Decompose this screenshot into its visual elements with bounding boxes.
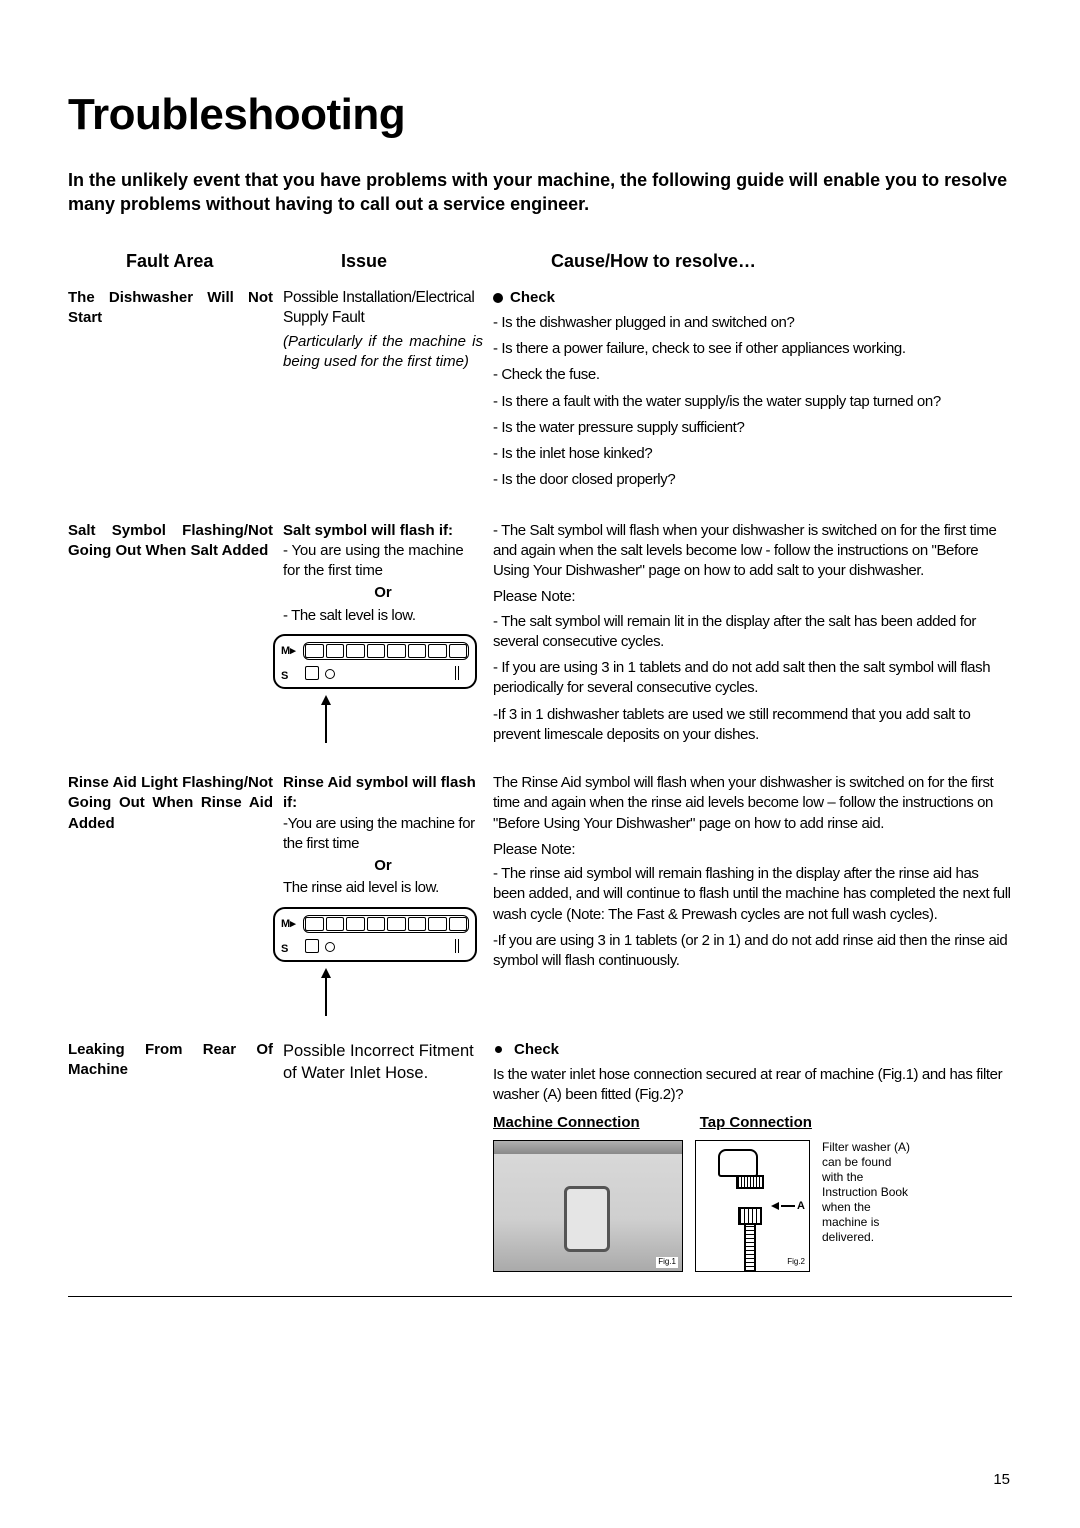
control-panel-diagram: M▸ S bbox=[273, 907, 477, 962]
cause-item: - Is there a fault with the water supply… bbox=[493, 392, 1012, 412]
horizontal-rule bbox=[68, 1296, 1012, 1297]
fault-area-cell: Leaking From Rear Of Machine bbox=[68, 1040, 283, 1081]
cause-item: - Check the fuse. bbox=[493, 365, 1012, 385]
fault-area-cell: The Dishwasher Will Not Start bbox=[68, 288, 283, 329]
cause-item: - Is the inlet hose kinked? bbox=[493, 444, 1012, 464]
cause-paragraph: - The rinse aid symbol will remain flash… bbox=[493, 864, 1012, 925]
table-row: Salt Symbol Flashing/Not Going Out When … bbox=[68, 521, 1012, 750]
tap-hose-icon bbox=[744, 1225, 756, 1271]
tap-connector-icon bbox=[738, 1207, 762, 1225]
figure-1-machine-connection: Fig.1 bbox=[493, 1140, 683, 1272]
cause-item: - Is there a power failure, check to see… bbox=[493, 339, 1012, 359]
cause-item: - Is the door closed properly? bbox=[493, 470, 1012, 490]
issue-subtitle: Rinse Aid symbol will flash if: bbox=[283, 773, 483, 814]
figure-2-tap-connection: A Fig.2 bbox=[695, 1140, 810, 1272]
panel-lines-icon bbox=[455, 666, 467, 680]
issue-text: Possible Incorrect Fitment of Water Inle… bbox=[283, 1040, 483, 1085]
panel-display-icon bbox=[303, 915, 469, 933]
check-label: Check bbox=[510, 288, 555, 308]
please-note-label: Please Note: bbox=[493, 840, 1012, 860]
control-panel-diagram: M▸ S bbox=[273, 634, 477, 689]
table-row: Rinse Aid Light Flashing/Not Going Out W… bbox=[68, 773, 1012, 1016]
issue-text: - The salt level is low. bbox=[283, 606, 483, 626]
header-fault-area: Fault Area bbox=[126, 251, 341, 272]
panel-m-label: M▸ bbox=[281, 917, 296, 932]
a-pointer: A bbox=[771, 1199, 805, 1214]
issue-cell: Rinse Aid symbol will flash if: -You are… bbox=[283, 773, 493, 1016]
panel-dial-icon bbox=[325, 942, 335, 952]
issue-text: The rinse aid level is low. bbox=[283, 878, 483, 898]
page-number: 15 bbox=[993, 1471, 1010, 1488]
header-issue: Issue bbox=[341, 251, 551, 272]
bullet-dot-icon bbox=[493, 293, 503, 303]
issue-note-italic: (Particularly if the machine is being us… bbox=[283, 332, 483, 373]
header-cause: Cause/How to resolve… bbox=[551, 251, 1012, 272]
table-row: The Dishwasher Will Not Start Possible I… bbox=[68, 288, 1012, 497]
arrow-up-icon bbox=[321, 695, 331, 705]
cause-cell: - The Salt symbol will flash when your d… bbox=[493, 521, 1012, 750]
bullet-dot-icon bbox=[495, 1046, 502, 1053]
panel-m-label: M▸ bbox=[281, 644, 296, 659]
cause-paragraph: The Rinse Aid symbol will flash when you… bbox=[493, 773, 1012, 834]
issue-cell: Possible Installation/Electrical Supply … bbox=[283, 288, 493, 373]
or-label: Or bbox=[283, 856, 483, 876]
arrow-up-icon bbox=[321, 968, 331, 978]
fault-area-cell: Salt Symbol Flashing/Not Going Out When … bbox=[68, 521, 283, 562]
cause-item: - Is the dishwasher plugged in and switc… bbox=[493, 313, 1012, 333]
tap-connection-heading: Tap Connection bbox=[700, 1113, 812, 1133]
or-label: Or bbox=[283, 583, 483, 603]
cause-paragraph: - If you are using 3 in 1 tablets and do… bbox=[493, 658, 1012, 699]
issue-text: - You are using the machine for the firs… bbox=[283, 541, 483, 582]
filter-washer-note: Filter washer (A) can be found with the … bbox=[822, 1140, 912, 1245]
fig1-label: Fig.1 bbox=[656, 1257, 678, 1268]
issue-cell: Possible Incorrect Fitment of Water Inle… bbox=[283, 1040, 493, 1085]
tap-icon bbox=[718, 1149, 758, 1177]
check-heading: Check bbox=[493, 1040, 1012, 1060]
machine-connection-heading: Machine Connection bbox=[493, 1113, 640, 1133]
table-row: Leaking From Rear Of Machine Possible In… bbox=[68, 1040, 1012, 1272]
tap-nut-icon bbox=[736, 1175, 764, 1189]
cause-cell: Check Is the water inlet hose connection… bbox=[493, 1040, 1012, 1272]
cause-paragraph: - The Salt symbol will flash when your d… bbox=[493, 521, 1012, 582]
panel-small-icon bbox=[305, 666, 319, 680]
cause-cell: The Rinse Aid symbol will flash when you… bbox=[493, 773, 1012, 975]
panel-s-label: S bbox=[281, 669, 288, 684]
fig2-label: Fig.2 bbox=[787, 1257, 805, 1268]
check-heading: Check bbox=[493, 288, 1012, 308]
cause-item: - Is the water pressure supply sufficien… bbox=[493, 418, 1012, 438]
fault-area-cell: Rinse Aid Light Flashing/Not Going Out W… bbox=[68, 773, 283, 834]
issue-subtitle: Salt symbol will flash if: bbox=[283, 521, 483, 541]
panel-display-icon bbox=[303, 642, 469, 660]
page-title: Troubleshooting bbox=[68, 90, 1012, 140]
panel-dial-icon bbox=[325, 669, 335, 679]
column-headers: Fault Area Issue Cause/How to resolve… bbox=[68, 251, 1012, 272]
panel-s-label: S bbox=[281, 942, 288, 957]
please-note-label: Please Note: bbox=[493, 587, 1012, 607]
issue-text: -You are using the machine for the first… bbox=[283, 814, 483, 855]
arrow-stem-icon bbox=[325, 978, 327, 1016]
panel-small-icon bbox=[305, 939, 319, 953]
arrow-stem-icon bbox=[325, 705, 327, 743]
intro-paragraph: In the unlikely event that you have prob… bbox=[68, 168, 1012, 217]
cause-paragraph: -If you are using 3 in 1 tablets (or 2 i… bbox=[493, 931, 1012, 972]
figures-row: Fig.1 A Fig.2 Filter washer (A) can be f… bbox=[493, 1140, 1012, 1272]
check-label: Check bbox=[514, 1040, 559, 1060]
cause-cell: Check - Is the dishwasher plugged in and… bbox=[493, 288, 1012, 497]
panel-lines-icon bbox=[455, 939, 467, 953]
cause-paragraph: Is the water inlet hose connection secur… bbox=[493, 1065, 1012, 1106]
issue-cell: Salt symbol will flash if: - You are usi… bbox=[283, 521, 493, 743]
cause-paragraph: -If 3 in 1 dishwasher tablets are used w… bbox=[493, 705, 1012, 746]
issue-text: Possible Installation/Electrical Supply … bbox=[283, 288, 483, 328]
cause-paragraph: - The salt symbol will remain lit in the… bbox=[493, 612, 1012, 653]
